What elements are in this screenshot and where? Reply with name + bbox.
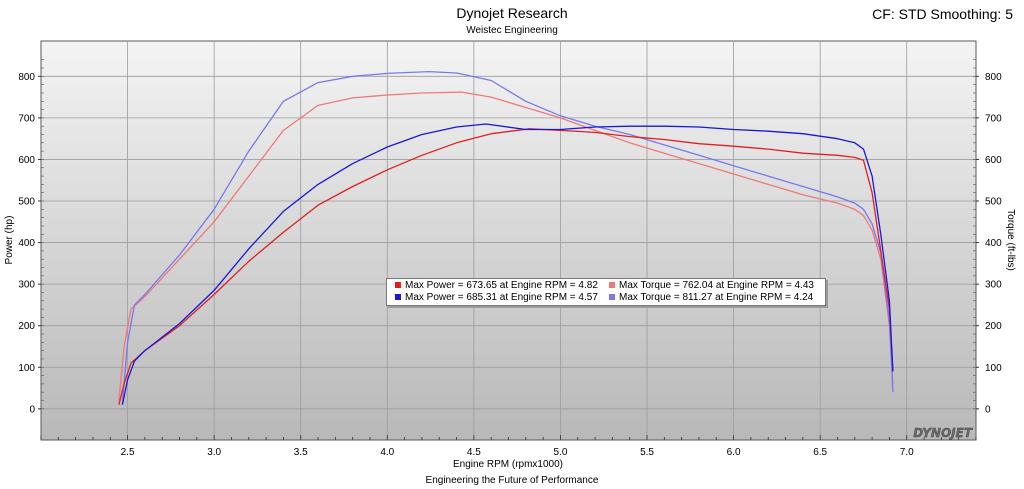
x-tick-label: 3.0 bbox=[207, 447, 221, 458]
y-tick-label: 400 bbox=[18, 238, 35, 249]
y-tick-label: 500 bbox=[18, 197, 35, 208]
y2-tick-label: 300 bbox=[985, 280, 1002, 291]
legend-item-run2-power: Max Power = 685.31 at Engine RPM = 4.57 bbox=[395, 292, 598, 304]
y-axis-label: Power (hp) bbox=[4, 216, 15, 265]
y2-tick-label: 100 bbox=[985, 363, 1002, 374]
tick-labels: 2.5 3.0 3.5 4.0 4.5 5.0 5.5 6.0 6.5 7.0 0 0 100 100 20… bbox=[18, 72, 1002, 458]
y-tick-label: 0 bbox=[29, 404, 35, 415]
series-line-3 bbox=[121, 123, 894, 405]
x-tick-label: 6.0 bbox=[727, 447, 741, 458]
y2-tick-label: 400 bbox=[985, 238, 1002, 249]
series-line-2 bbox=[118, 91, 894, 401]
x-tick-label: 2.5 bbox=[121, 447, 135, 458]
y-tick-label: 100 bbox=[18, 363, 35, 374]
x-tick-label: 6.5 bbox=[813, 447, 827, 458]
y-tick-label: 700 bbox=[18, 113, 35, 124]
y2-tick-label: 600 bbox=[985, 155, 1002, 166]
y-tick-label: 300 bbox=[18, 280, 35, 291]
y-tick-label: 600 bbox=[18, 155, 35, 166]
y2-tick-label: 0 bbox=[985, 404, 991, 415]
legend-swatch bbox=[609, 294, 615, 300]
footer-tagline: Engineering the Future of Performance bbox=[426, 475, 599, 486]
y2-tick-label: 200 bbox=[985, 321, 1002, 332]
legend-item-run1-power: Max Power = 673.65 at Engine RPM = 4.82 bbox=[395, 280, 598, 292]
legend-box: Max Power = 673.65 at Engine RPM = 4.82 … bbox=[386, 278, 826, 306]
legend-item-run1-torque: Max Torque = 762.04 at Engine RPM = 4.43 bbox=[609, 280, 814, 292]
y-tick-label: 200 bbox=[18, 321, 35, 332]
y2-axis-label: Torque (ft-lbs) bbox=[1005, 209, 1016, 271]
x-tick-label: 4.5 bbox=[467, 447, 481, 458]
dynojet-logo-text: DYNOJET bbox=[913, 426, 973, 440]
legend-swatch bbox=[395, 282, 401, 288]
legend-label: Max Power = 673.65 at Engine RPM = 4.82 bbox=[405, 280, 598, 291]
x-tick-label: 7.0 bbox=[900, 447, 914, 458]
legend-label: Max Torque = 762.04 at Engine RPM = 4.43 bbox=[619, 280, 814, 291]
axis-ticks bbox=[38, 59, 979, 440]
plot-area bbox=[40, 40, 977, 441]
dynojet-logo: DYNOJET bbox=[913, 426, 973, 440]
y2-tick-label: 800 bbox=[985, 72, 1002, 83]
y2-tick-label: 700 bbox=[985, 113, 1002, 124]
legend-label: Max Power = 685.31 at Engine RPM = 4.57 bbox=[405, 292, 598, 303]
x-tick-label: 4.0 bbox=[380, 447, 394, 458]
chart-subtitle: Weistec Engineering bbox=[466, 25, 558, 36]
series-group bbox=[118, 70, 894, 405]
legend-swatch bbox=[395, 294, 401, 300]
y2-tick-label: 500 bbox=[985, 197, 1002, 208]
chart-title: Dynojet Research bbox=[456, 5, 567, 21]
x-tick-label: 3.5 bbox=[294, 447, 308, 458]
legend-swatch bbox=[609, 282, 615, 288]
y-tick-label: 800 bbox=[18, 72, 35, 83]
series-line-4 bbox=[121, 70, 894, 403]
x-tick-label: 5.5 bbox=[640, 447, 654, 458]
cf-smoothing-label: CF: STD Smoothing: 5 bbox=[872, 6, 1013, 22]
legend-item-run2-torque: Max Torque = 811.27 at Engine RPM = 4.24 bbox=[609, 292, 813, 304]
x-tick-label: 5.0 bbox=[553, 447, 567, 458]
legend-label: Max Torque = 811.27 at Engine RPM = 4.24 bbox=[619, 292, 814, 303]
x-axis-label: Engine RPM (rpmx1000) bbox=[453, 459, 563, 470]
